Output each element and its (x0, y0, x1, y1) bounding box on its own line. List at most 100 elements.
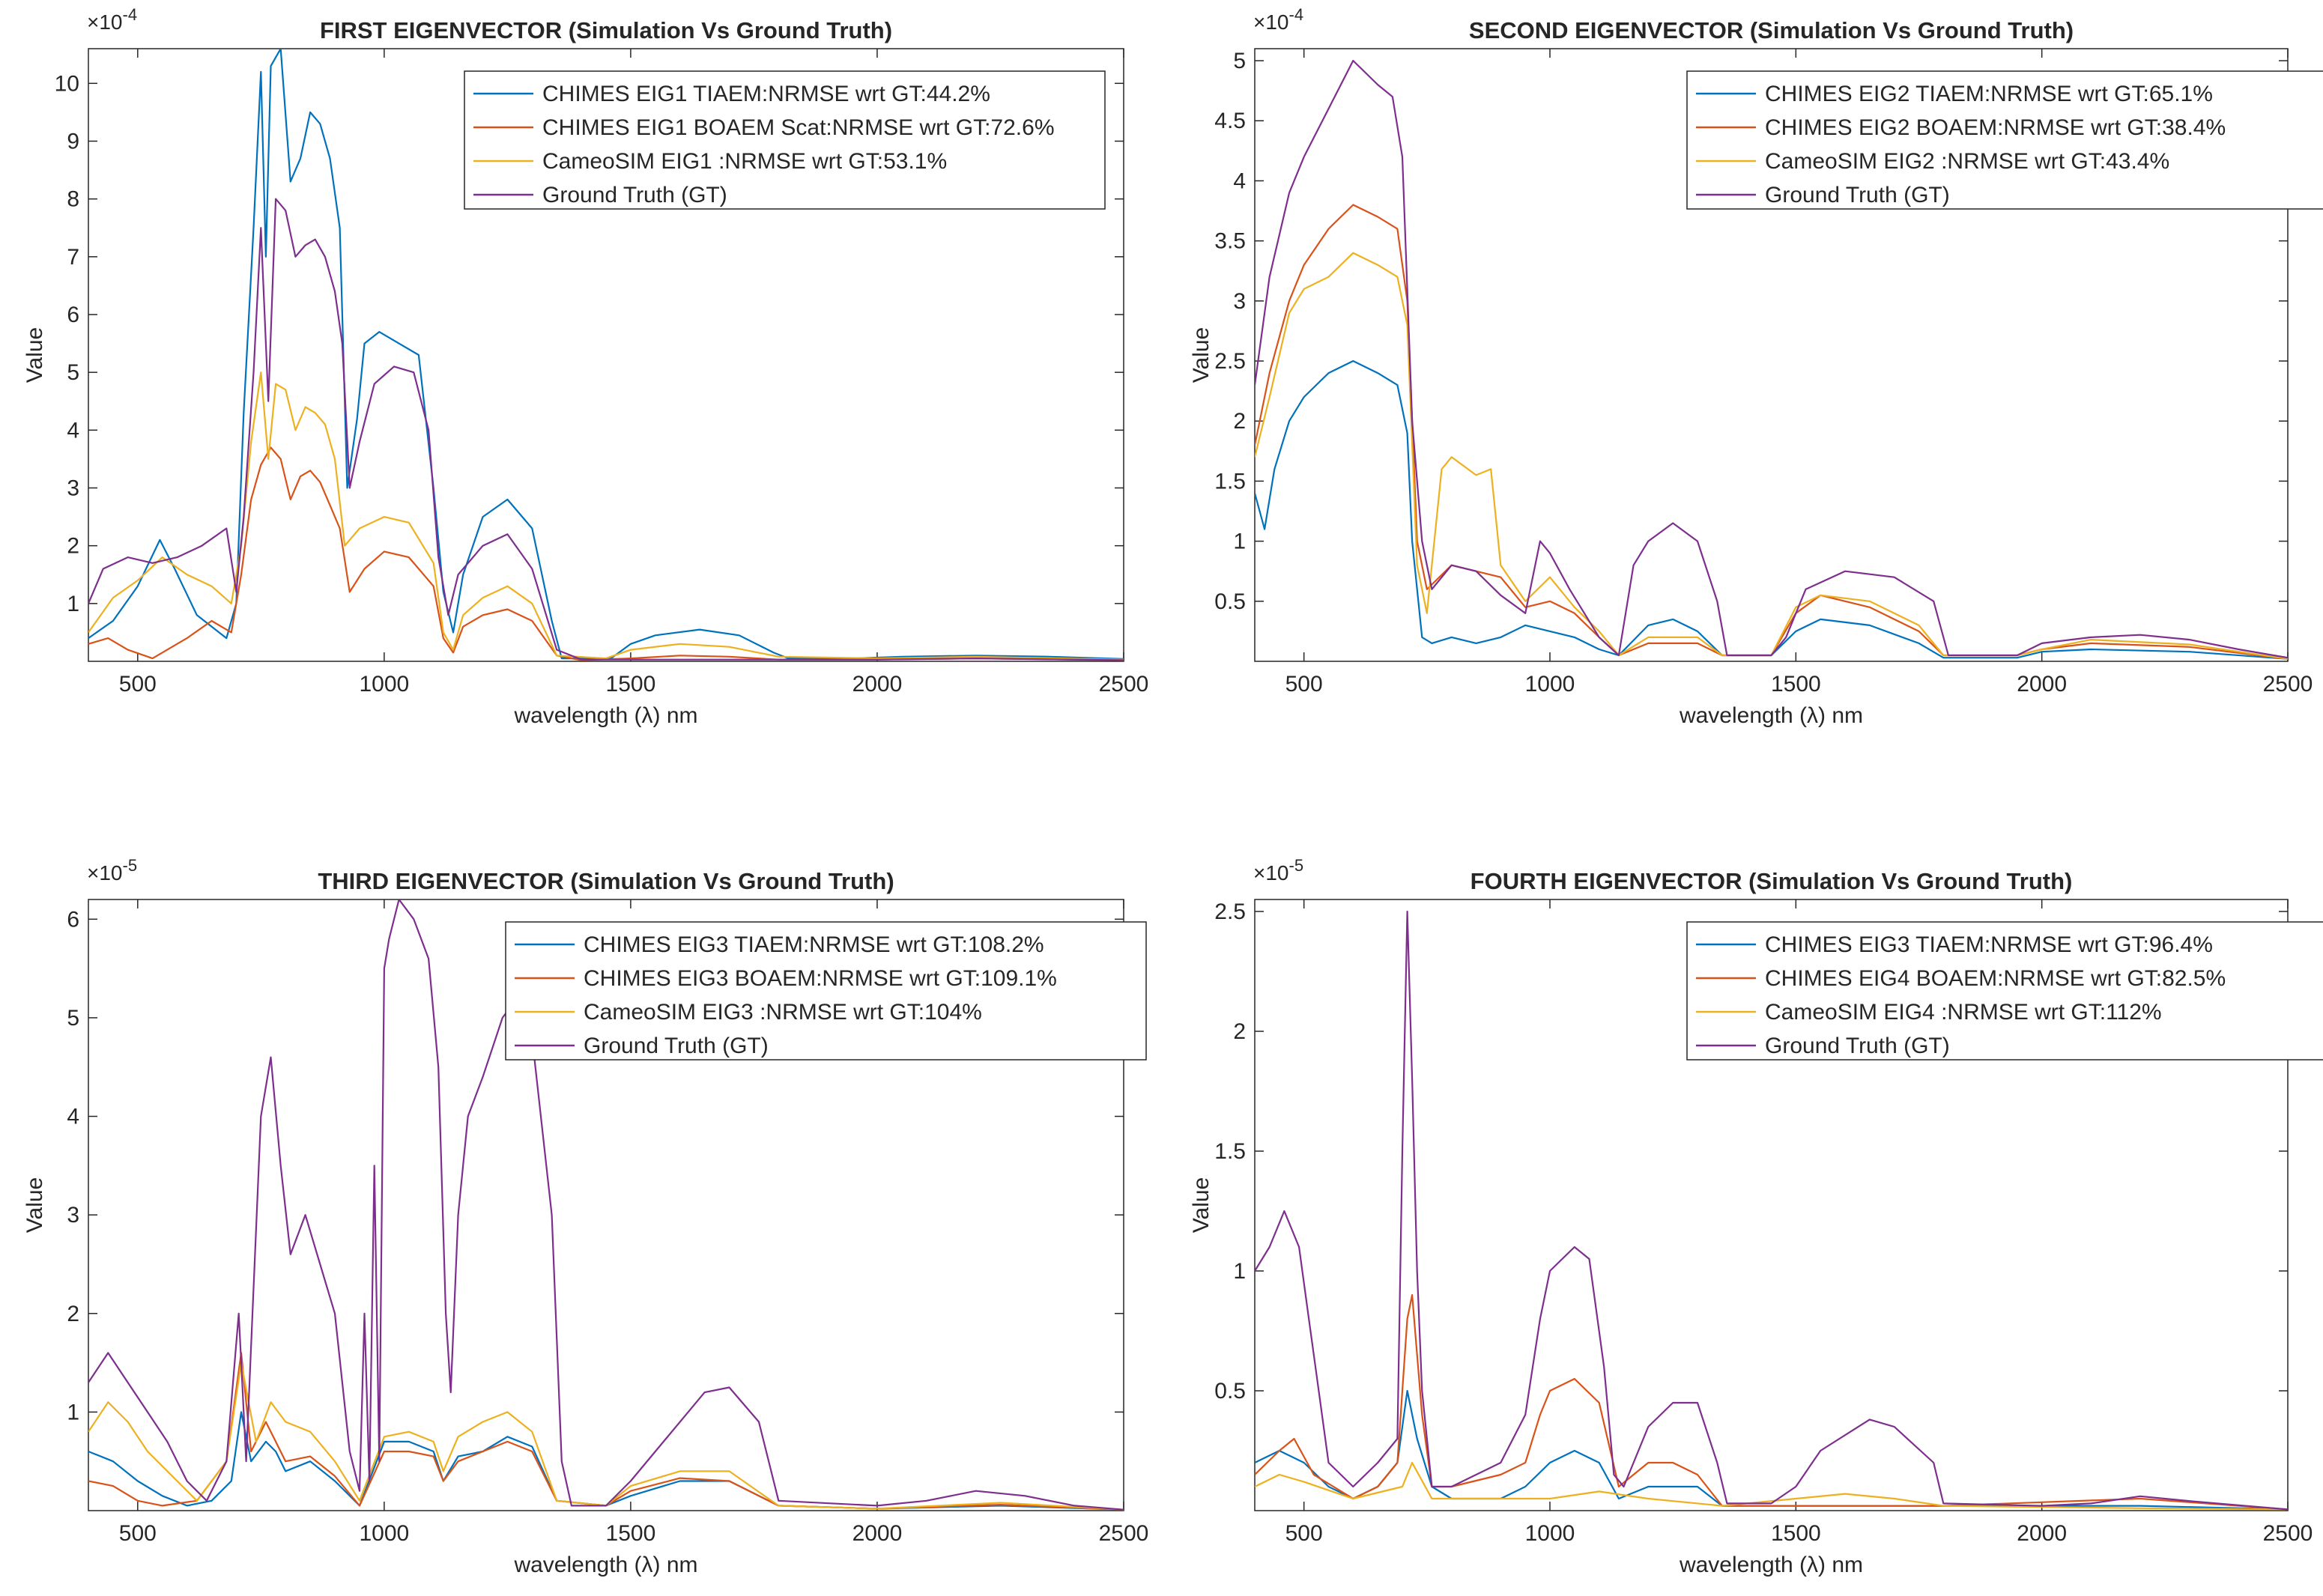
x-tick-label: 500 (119, 1521, 157, 1546)
series-line-tiaem (1255, 359, 2288, 660)
x-tick-label: 2000 (852, 672, 903, 697)
legend-entry: CameoSIM EIG4 :NRMSE wrt GT:112% (1765, 1000, 2162, 1025)
legend: CHIMES EIG3 TIAEM:NRMSE wrt GT:96.4% CHIM… (1686, 921, 2323, 1061)
chart-panel-2: SECOND EIGENVECTOR (Simulation Vs Ground… (1189, 5, 2323, 728)
y-axis-exponent: ×10-4 (87, 5, 137, 34)
chart-title: FOURTH EIGENVECTOR (Simulation Vs Ground… (1471, 868, 2073, 894)
y-tick-label: 4 (67, 1105, 79, 1129)
chart-title: SECOND EIGENVECTOR (Simulation Vs Ground… (1469, 17, 2074, 43)
y-axis-label: Value (22, 327, 47, 383)
exponent-power: -4 (123, 5, 138, 24)
y-tick-label: 4 (67, 418, 79, 443)
series-line-boaem (1255, 204, 2288, 660)
y-tick-label: 3 (67, 476, 79, 500)
x-tick-label: 500 (1285, 1521, 1323, 1546)
y-tick-label: 3.5 (1214, 229, 1246, 254)
legend-entry: CameoSIM EIG3 :NRMSE wrt GT:104% (584, 1000, 982, 1025)
legend-entry: Ground Truth (GT) (584, 1034, 769, 1058)
y-tick-label: 8 (67, 187, 79, 212)
series-line-cameo (1255, 1461, 2288, 1511)
legend-entry: CameoSIM EIG1 :NRMSE wrt GT:53.1% (542, 149, 947, 174)
legend-entry: CHIMES EIG1 TIAEM:NRMSE wrt GT:44.2% (542, 82, 990, 106)
exponent-base: ×10 (87, 861, 123, 885)
x-tick-label: 1500 (606, 672, 656, 697)
x-axis-label: wavelength (λ) nm (513, 1553, 697, 1577)
series-line-gt (88, 198, 1124, 661)
y-axis-exponent: ×10-4 (1253, 5, 1303, 34)
y-tick-label: 3 (1233, 289, 1246, 314)
x-tick-label: 500 (119, 672, 157, 697)
x-tick-label: 2000 (852, 1521, 903, 1546)
legend-entry: CHIMES EIG4 BOAEM:NRMSE wrt GT:82.5% (1765, 966, 2226, 991)
exponent-power: -5 (1289, 856, 1304, 875)
series-group (1255, 910, 2288, 1511)
series-group (88, 49, 1124, 661)
series-group (1255, 59, 2288, 660)
series-line-tiaem (88, 49, 1124, 660)
y-axis-label: Value (1189, 327, 1214, 383)
exponent-power: -5 (123, 856, 138, 875)
x-tick-label: 1000 (359, 1521, 409, 1546)
series-group (88, 899, 1124, 1511)
x-tick-label: 2500 (1099, 672, 1149, 697)
x-tick-label: 1000 (1525, 1521, 1575, 1546)
legend-box (1686, 70, 2323, 210)
x-tick-label: 2500 (1099, 1521, 1149, 1546)
series-line-boaem (1255, 1293, 2288, 1511)
y-tick-label: 4 (1233, 169, 1246, 193)
series-line-boaem (88, 446, 1124, 661)
y-tick-label: 0.5 (1214, 1379, 1246, 1404)
x-tick-label: 1500 (1771, 672, 1821, 697)
x-axis-label: wavelength (λ) nm (513, 703, 697, 728)
legend-entry: CHIMES EIG3 BOAEM:NRMSE wrt GT:109.1% (584, 966, 1057, 991)
x-tick-label: 2500 (2263, 1521, 2313, 1546)
y-tick-label: 2 (67, 534, 79, 559)
legend-box (1686, 921, 2323, 1061)
y-tick-label: 9 (67, 129, 79, 154)
legend-entry: CHIMES EIG2 TIAEM:NRMSE wrt GT:65.1% (1765, 82, 2213, 106)
legend-entry: Ground Truth (GT) (542, 183, 727, 207)
legend: CHIMES EIG3 TIAEM:NRMSE wrt GT:108.2% CHI… (505, 921, 1147, 1061)
legend-entry: CHIMES EIG3 TIAEM:NRMSE wrt GT:96.4% (1765, 932, 2213, 957)
y-axis-label: Value (22, 1177, 47, 1234)
y-tick-label: 2 (67, 1302, 79, 1326)
y-tick-label: 10 (55, 71, 79, 96)
y-tick-label: 6 (67, 907, 79, 932)
x-tick-label: 1500 (606, 1521, 656, 1546)
legend: CHIMES EIG1 TIAEM:NRMSE wrt GT:44.2% CHIM… (464, 70, 1106, 210)
exponent-base: ×10 (1253, 861, 1289, 885)
legend: CHIMES EIG2 TIAEM:NRMSE wrt GT:65.1% CHIM… (1686, 70, 2323, 210)
chart-panel-1: FIRST EIGENVECTOR (Simulation Vs Ground … (22, 5, 1148, 728)
x-tick-label: 500 (1285, 672, 1323, 697)
chart-panel-3: THIRD EIGENVECTOR (Simulation Vs Ground … (22, 856, 1148, 1577)
legend-box (505, 921, 1147, 1061)
chart-title: THIRD EIGENVECTOR (Simulation Vs Ground … (318, 868, 894, 894)
y-axis-exponent: ×10-5 (87, 856, 137, 885)
legend-entry: Ground Truth (GT) (1765, 1034, 1950, 1058)
x-axis-label: wavelength (λ) nm (1679, 703, 1863, 728)
y-tick-label: 5 (67, 1006, 79, 1031)
legend-entry: CHIMES EIG3 TIAEM:NRMSE wrt GT:108.2% (584, 932, 1044, 957)
x-tick-label: 2000 (2017, 1521, 2067, 1546)
y-tick-label: 1 (1233, 530, 1246, 554)
y-tick-label: 2.5 (1214, 349, 1246, 374)
series-line-cameo (1255, 252, 2288, 660)
y-tick-label: 5 (67, 360, 79, 385)
series-line-cameo (88, 371, 1124, 661)
y-tick-label: 2.5 (1214, 899, 1246, 924)
y-tick-label: 5 (1233, 49, 1246, 73)
series-line-cameo (88, 1362, 1124, 1511)
y-tick-label: 7 (67, 245, 79, 270)
legend-entry: CameoSIM EIG2 :NRMSE wrt GT:43.4% (1765, 149, 2169, 174)
exponent-base: ×10 (1253, 10, 1289, 34)
x-axis-label: wavelength (λ) nm (1679, 1553, 1863, 1577)
legend-box (464, 70, 1106, 210)
x-tick-label: 1000 (359, 672, 409, 697)
y-tick-label: 1 (67, 592, 79, 616)
x-tick-label: 2500 (2263, 672, 2313, 697)
y-tick-label: 3 (67, 1203, 79, 1228)
x-tick-label: 1000 (1525, 672, 1575, 697)
x-tick-label: 2000 (2017, 672, 2067, 697)
exponent-power: -4 (1289, 5, 1304, 24)
